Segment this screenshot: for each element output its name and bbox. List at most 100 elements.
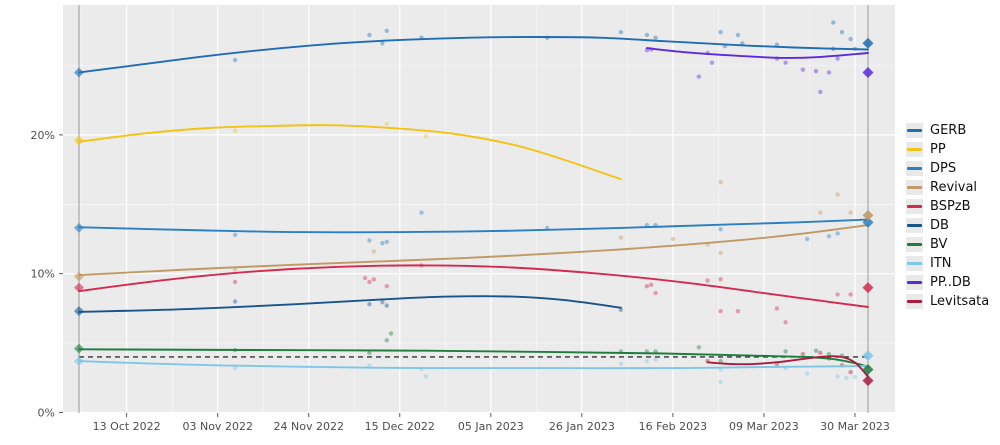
poll-point-itn (844, 375, 849, 380)
trend-line-itn (78, 360, 869, 370)
poll-point-revival (848, 210, 853, 215)
legend-label: ITN (930, 256, 952, 271)
poll-point-dps (384, 239, 389, 244)
poll-point-bspzb (835, 292, 840, 297)
x-axis-label: 09 Mar 2023 (729, 420, 799, 433)
election-result-end-bv (862, 363, 874, 375)
poll-point-bspzb (649, 282, 654, 287)
legend-key-icon (906, 161, 923, 176)
legend-key-icon (906, 142, 923, 157)
legend-label: DPS (930, 161, 957, 176)
poll-point-itn (644, 358, 650, 364)
legend-item-revival: Revival (906, 178, 989, 197)
poll-point-pp (423, 134, 428, 139)
trend-line-bv (78, 348, 869, 368)
poll-point-dps (718, 227, 723, 232)
poll-point-revival (618, 235, 624, 240)
poll-point-pp-db (835, 56, 840, 61)
legend-label: DB (930, 218, 949, 233)
poll-point-bspzb (705, 278, 710, 283)
poll-point-revival (818, 210, 823, 215)
trend-line-dps (78, 218, 869, 234)
legend-key-icon (906, 275, 923, 290)
trend-line-pp-db (645, 47, 869, 59)
poll-point-itn (618, 361, 624, 367)
legend-color-swatch (907, 243, 922, 246)
poll-point-pp-db (709, 60, 715, 65)
poll-point-gerb (232, 57, 238, 63)
poll-point-bspzb (232, 279, 238, 285)
poll-point-itn (805, 371, 810, 376)
legend-color-swatch (907, 129, 922, 132)
poll-point-bspzb (774, 306, 780, 311)
poll-point-levitsata (848, 370, 853, 375)
poll-point-bspzb (718, 277, 723, 282)
election-result-end-gerb (862, 37, 874, 49)
legend-item-db: DB (906, 216, 989, 235)
poll-point-bv (696, 345, 702, 350)
poll-point-bspzb (371, 277, 376, 282)
legend-color-swatch (907, 186, 922, 189)
poll-point-gerb (644, 32, 650, 38)
poll-point-bv (813, 348, 819, 353)
poll-point-gerb (384, 28, 389, 33)
legend-color-swatch (907, 281, 922, 284)
poll-point-revival (371, 249, 376, 254)
poll-point-bv (388, 331, 394, 336)
x-axis-label: 13 Oct 2022 (93, 420, 161, 433)
poll-point-bspzb (384, 284, 389, 289)
legend-item-levitsata: Levitsata (906, 292, 989, 311)
poll-point-gerb (831, 20, 836, 25)
trend-line-bspzb (78, 264, 869, 308)
poll-point-gerb (367, 32, 372, 38)
poll-point-db (384, 303, 389, 308)
legend-label: PP (930, 142, 946, 157)
x-axis-label: 03 Nov 2022 (182, 420, 252, 433)
poll-point-dps (367, 238, 372, 243)
poll-point-gerb (718, 30, 723, 35)
legend-color-swatch (907, 262, 922, 265)
trend-line-gerb (78, 36, 869, 74)
legend-item-gerb: GERB (906, 121, 989, 140)
x-axis-label: 05 Jan 2023 (458, 420, 524, 433)
trend-line-db (78, 295, 622, 313)
poll-point-pp-db (783, 60, 788, 65)
poll-point-dps (232, 232, 238, 237)
legend-key-icon (906, 237, 923, 252)
poll-point-revival (670, 236, 676, 242)
election-result-start-db (74, 306, 84, 317)
poll-point-bspzb (735, 309, 741, 314)
poll-point-db (232, 299, 238, 304)
poll-point-db (380, 300, 385, 305)
election-result-end-itn (862, 350, 874, 362)
poll-point-db (367, 302, 372, 307)
poll-point-itn (718, 379, 723, 385)
poll-point-gerb (774, 42, 780, 47)
x-axis-label: 24 Nov 2022 (274, 420, 344, 433)
poll-point-itn (232, 365, 238, 371)
legend-item-dps: DPS (906, 159, 989, 178)
plot-panel (63, 5, 895, 413)
poll-point-bspzb (783, 320, 788, 325)
election-result-start-bv (74, 343, 84, 354)
poll-point-revival (718, 250, 723, 256)
legend-color-swatch (907, 224, 922, 227)
legend-color-swatch (907, 167, 922, 170)
legend-item-pp: PP (906, 140, 989, 159)
legend-item-bspzb: BSPzB (906, 197, 989, 216)
legend-key-icon (906, 123, 923, 138)
poll-point-levitsata (818, 350, 823, 355)
x-axis-label: 16 Feb 2023 (639, 420, 707, 433)
poll-point-dps (419, 210, 424, 215)
y-axis-label: 20% (31, 129, 55, 142)
election-result-start-bspzb (74, 282, 84, 293)
poll-point-dps (805, 236, 810, 242)
poll-point-gerb (839, 30, 845, 35)
poll-point-gerb (618, 30, 624, 35)
poll-point-bspzb (367, 279, 372, 285)
poll-point-itn (835, 374, 840, 379)
legend-label: BV (930, 237, 948, 252)
poll-point-itn (367, 363, 372, 368)
election-result-start-itn (74, 356, 84, 367)
